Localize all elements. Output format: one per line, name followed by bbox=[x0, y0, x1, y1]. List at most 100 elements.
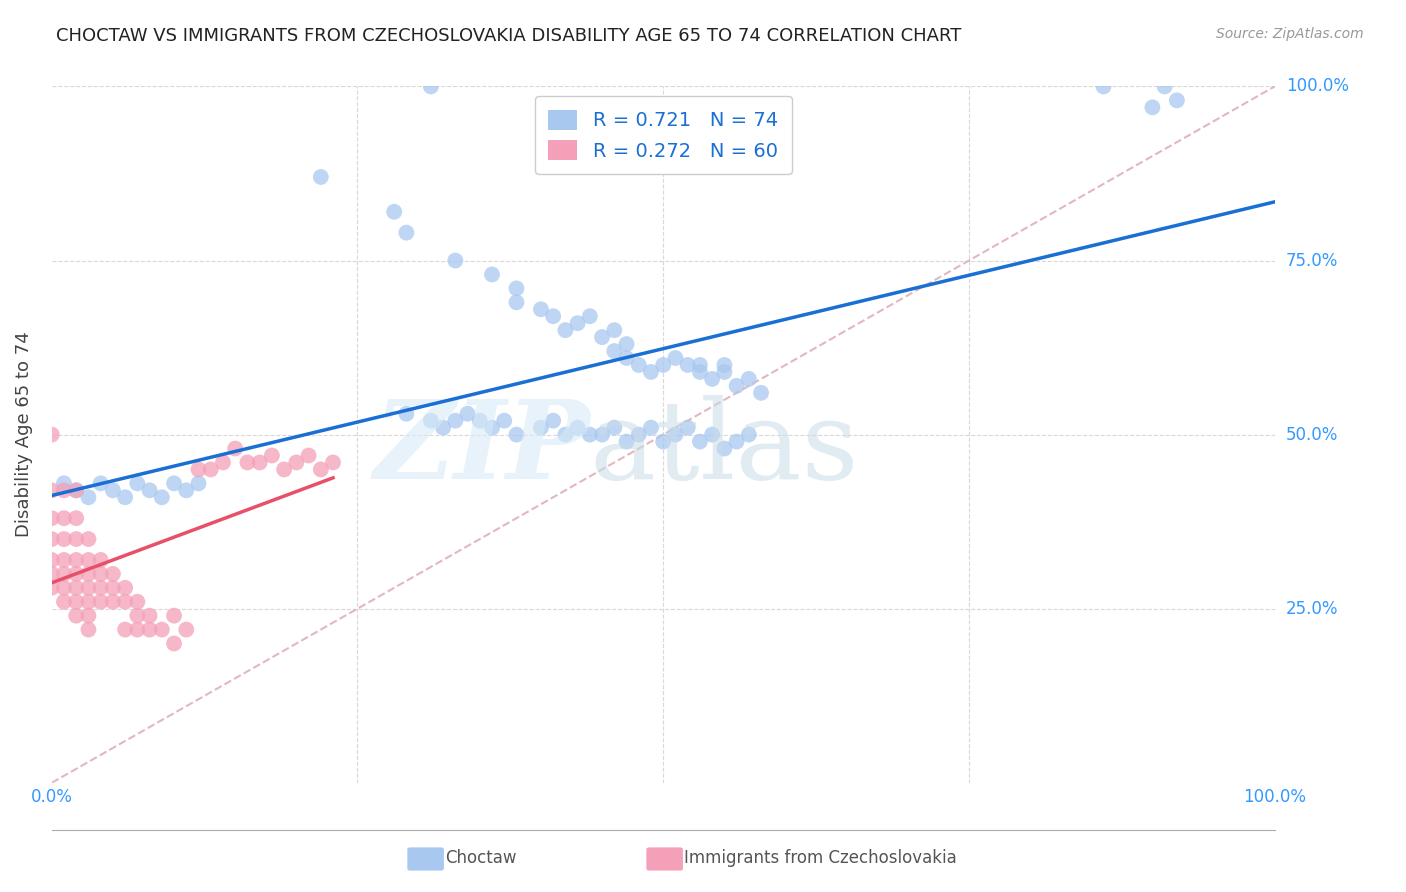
Point bbox=[591, 427, 613, 442]
Point bbox=[689, 358, 711, 372]
Point bbox=[138, 623, 160, 637]
Point bbox=[163, 608, 186, 623]
Point bbox=[541, 310, 564, 324]
Point bbox=[444, 253, 467, 268]
Point bbox=[616, 337, 638, 351]
Point bbox=[689, 434, 711, 449]
Point bbox=[65, 553, 87, 567]
Point bbox=[138, 608, 160, 623]
Point bbox=[90, 553, 112, 567]
Point bbox=[53, 553, 76, 567]
Point bbox=[127, 595, 149, 609]
Point bbox=[713, 365, 735, 379]
Point bbox=[174, 483, 197, 498]
Point bbox=[77, 623, 100, 637]
Point bbox=[419, 414, 441, 428]
Point bbox=[77, 490, 100, 504]
Point bbox=[689, 365, 711, 379]
Point bbox=[664, 351, 686, 365]
Point bbox=[395, 226, 418, 240]
Point bbox=[187, 476, 209, 491]
Point bbox=[432, 420, 454, 434]
Point bbox=[285, 455, 308, 469]
Text: Source: ZipAtlas.com: Source: ZipAtlas.com bbox=[1216, 27, 1364, 41]
Point bbox=[77, 532, 100, 546]
Point bbox=[702, 372, 724, 386]
Point bbox=[1166, 94, 1188, 108]
Point bbox=[382, 204, 405, 219]
Point bbox=[77, 608, 100, 623]
Point bbox=[664, 427, 686, 442]
Point bbox=[1092, 79, 1115, 94]
Point bbox=[468, 414, 491, 428]
Point bbox=[603, 344, 626, 359]
Legend: R = 0.721   N = 74, R = 0.272   N = 60: R = 0.721 N = 74, R = 0.272 N = 60 bbox=[534, 96, 792, 174]
Point bbox=[65, 483, 87, 498]
Point bbox=[41, 581, 63, 595]
Point bbox=[603, 323, 626, 337]
Point bbox=[444, 414, 467, 428]
Point bbox=[541, 414, 564, 428]
Point bbox=[53, 581, 76, 595]
Point bbox=[713, 442, 735, 456]
Point bbox=[200, 462, 222, 476]
Point bbox=[749, 385, 772, 400]
Y-axis label: Disability Age 65 to 74: Disability Age 65 to 74 bbox=[15, 332, 32, 538]
Point bbox=[150, 623, 173, 637]
Point bbox=[90, 595, 112, 609]
Point bbox=[567, 420, 589, 434]
Point bbox=[322, 455, 344, 469]
Point bbox=[53, 476, 76, 491]
Point bbox=[187, 462, 209, 476]
Point bbox=[53, 532, 76, 546]
Point bbox=[77, 595, 100, 609]
Point bbox=[702, 427, 724, 442]
Point bbox=[1153, 79, 1175, 94]
Point bbox=[505, 281, 527, 295]
Point bbox=[90, 566, 112, 581]
Point bbox=[554, 323, 576, 337]
Point bbox=[138, 483, 160, 498]
Point bbox=[676, 358, 699, 372]
Point bbox=[395, 407, 418, 421]
Point bbox=[163, 636, 186, 650]
Point bbox=[163, 476, 186, 491]
Point bbox=[41, 532, 63, 546]
Point bbox=[65, 595, 87, 609]
Point bbox=[481, 268, 503, 282]
Point bbox=[41, 566, 63, 581]
Point bbox=[174, 623, 197, 637]
Point bbox=[554, 427, 576, 442]
Point bbox=[627, 427, 650, 442]
Point bbox=[101, 595, 124, 609]
Point bbox=[114, 595, 136, 609]
Point bbox=[676, 420, 699, 434]
Point bbox=[53, 511, 76, 525]
Point bbox=[260, 449, 283, 463]
Point bbox=[65, 566, 87, 581]
Point bbox=[236, 455, 259, 469]
Point bbox=[640, 365, 662, 379]
Text: CHOCTAW VS IMMIGRANTS FROM CZECHOSLOVAKIA DISABILITY AGE 65 TO 74 CORRELATION CH: CHOCTAW VS IMMIGRANTS FROM CZECHOSLOVAKI… bbox=[56, 27, 962, 45]
Point bbox=[212, 455, 235, 469]
Point bbox=[530, 302, 553, 317]
Point bbox=[725, 434, 748, 449]
Point bbox=[640, 420, 662, 434]
Point bbox=[41, 427, 63, 442]
Point bbox=[90, 476, 112, 491]
Point bbox=[41, 511, 63, 525]
Point bbox=[41, 553, 63, 567]
Point bbox=[1142, 100, 1164, 114]
Point bbox=[65, 532, 87, 546]
Point bbox=[579, 310, 602, 324]
Point bbox=[505, 295, 527, 310]
Point bbox=[53, 483, 76, 498]
Point bbox=[90, 581, 112, 595]
Text: Choctaw: Choctaw bbox=[446, 849, 517, 867]
Point bbox=[65, 608, 87, 623]
Point bbox=[627, 358, 650, 372]
Point bbox=[738, 427, 761, 442]
Point bbox=[53, 566, 76, 581]
Text: 75.0%: 75.0% bbox=[1286, 252, 1339, 269]
Point bbox=[457, 407, 479, 421]
